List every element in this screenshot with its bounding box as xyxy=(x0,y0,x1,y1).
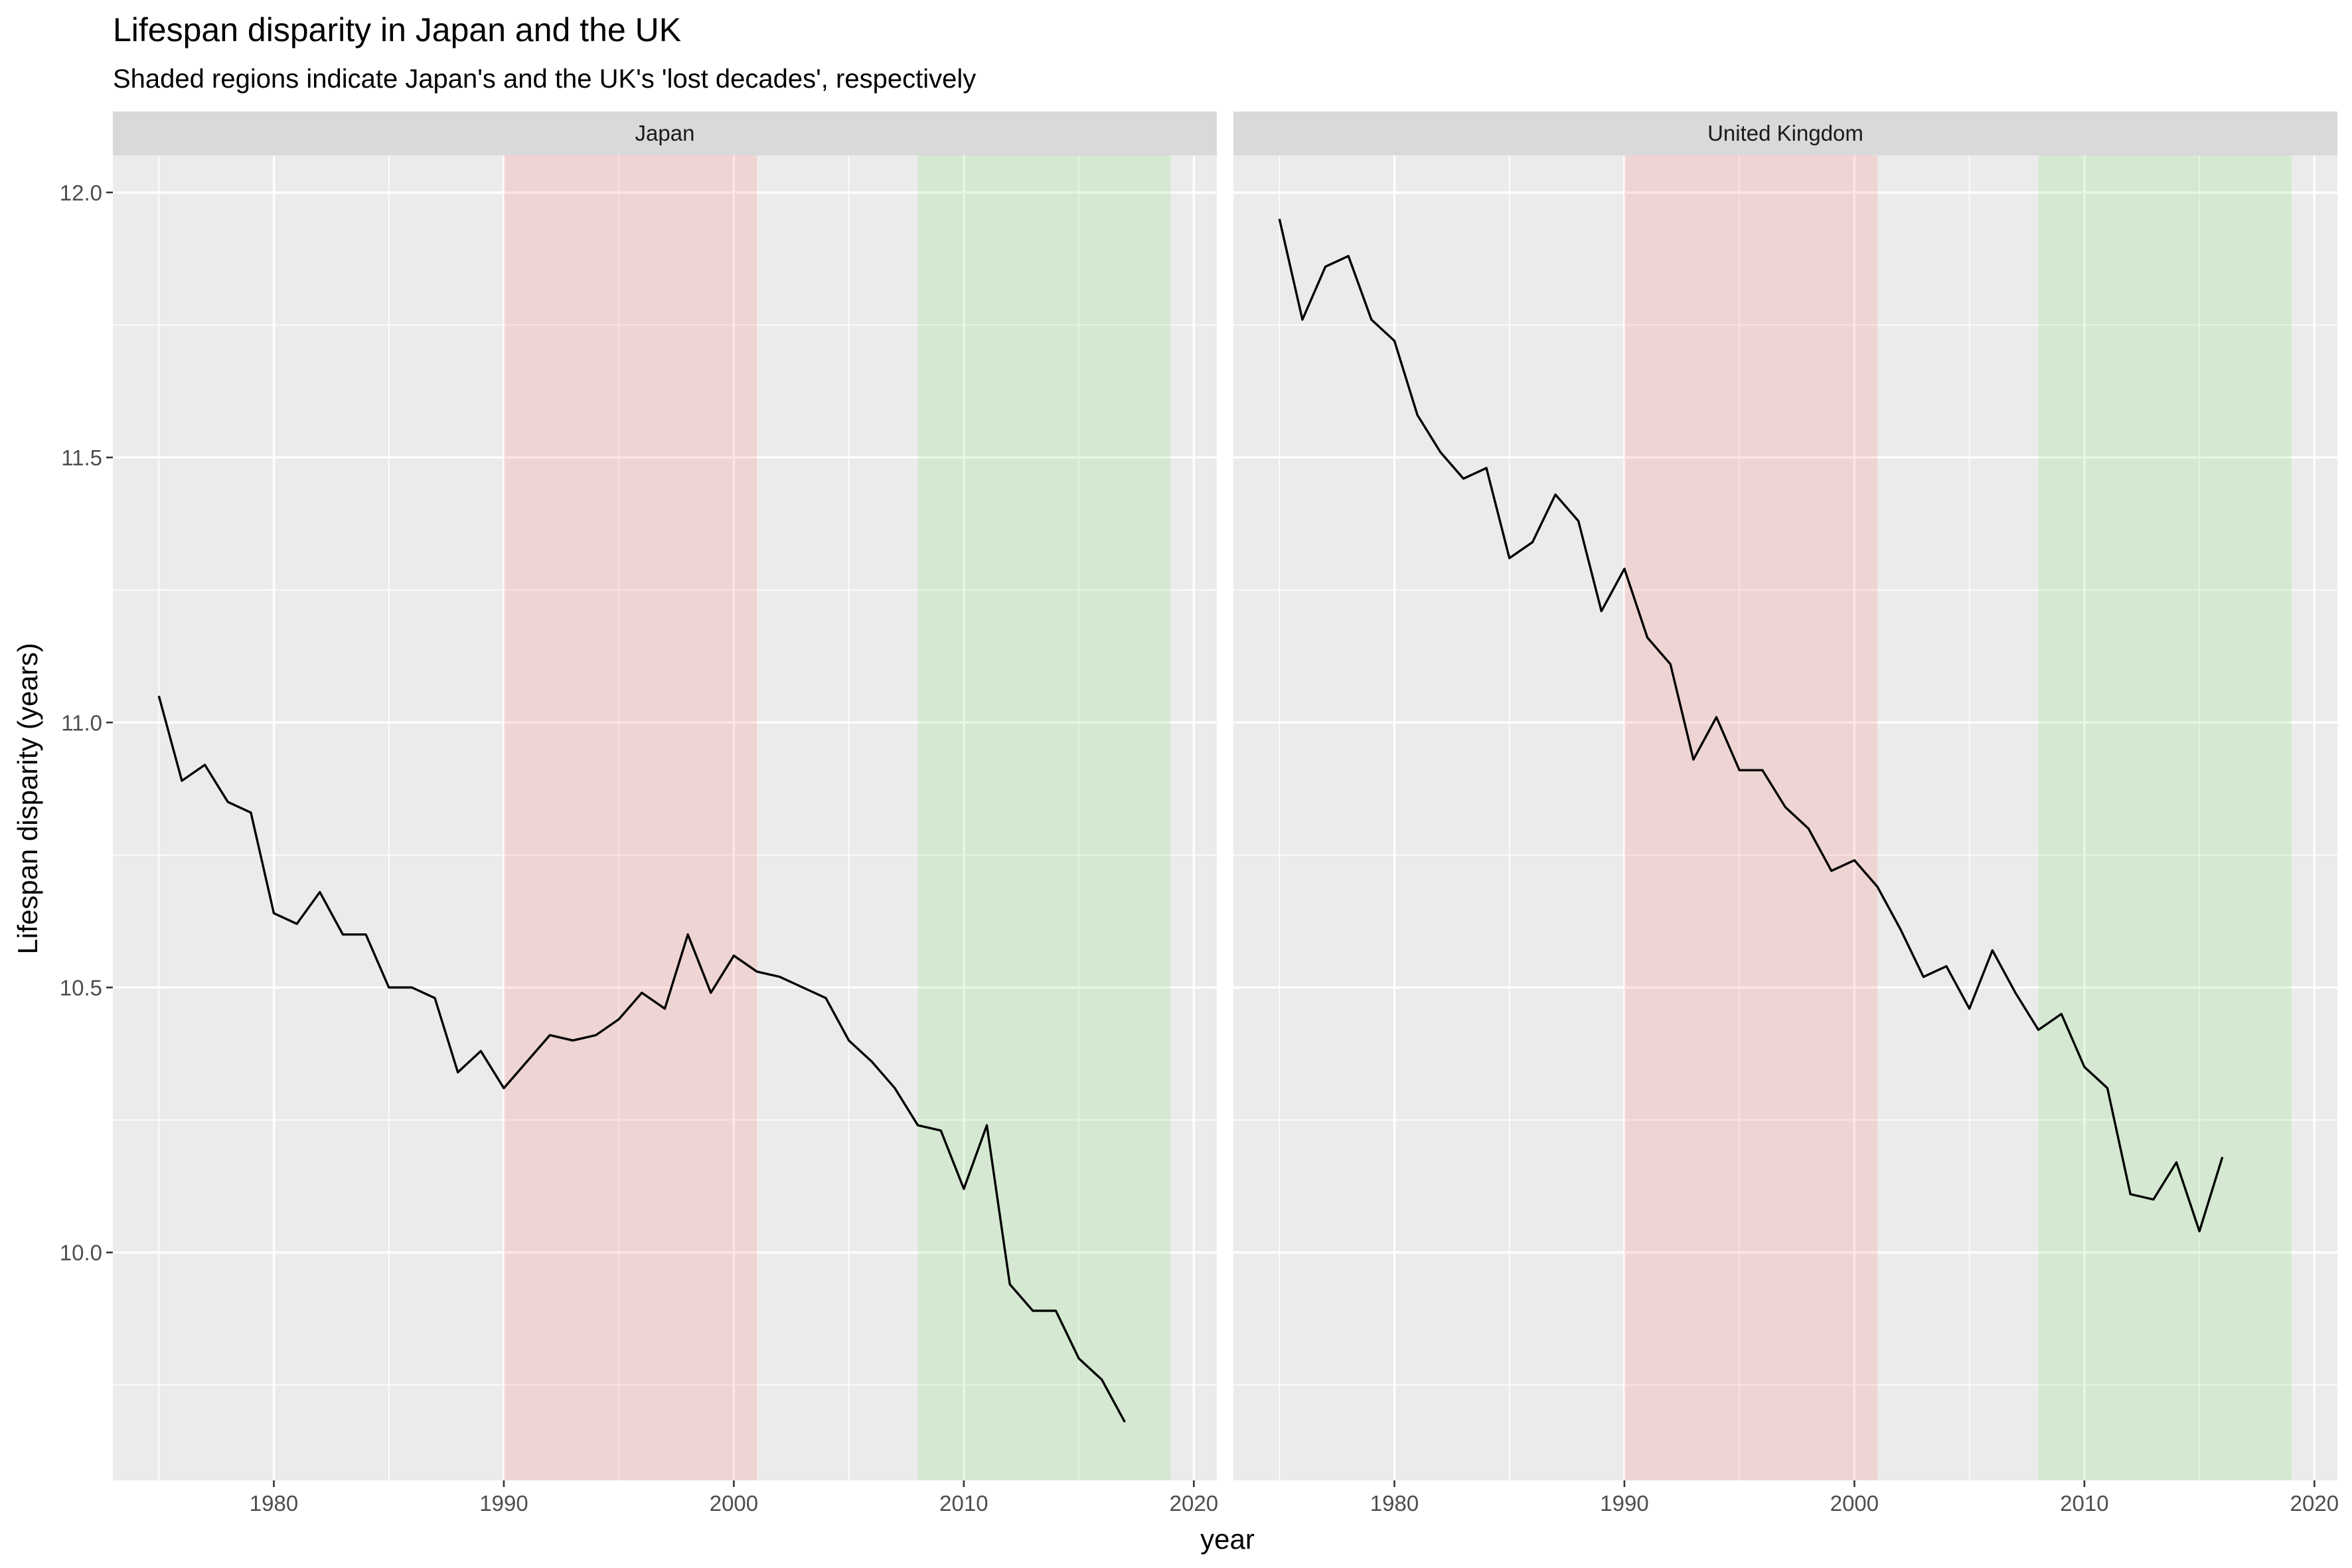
y-tick-label: 11.0 xyxy=(61,710,102,735)
series-line-japan xyxy=(157,695,1126,1423)
x-tick-label: 1990 xyxy=(1600,1491,1648,1516)
series-line-united-kingdom xyxy=(1278,218,2224,1233)
x-tick-label: 2010 xyxy=(939,1491,988,1516)
y-tick-label: 10.0 xyxy=(60,1241,102,1265)
panel-background-japan xyxy=(113,155,1217,1480)
strip-united-kingdom xyxy=(1233,112,2337,155)
x-tick-label: 2000 xyxy=(1830,1491,1879,1516)
y-axis-title: Lifespan disparity (years) xyxy=(12,643,43,954)
shaded-region-2 xyxy=(2038,155,2292,1480)
shaded-region-1 xyxy=(503,155,757,1480)
panel-united-kingdom: United Kingdom 1980 1990 2000 2010 2020 xyxy=(1233,112,2339,1516)
strip-label-japan: Japan xyxy=(635,121,695,145)
x-tick-label: 2020 xyxy=(2290,1491,2339,1516)
x-tick-label: 1980 xyxy=(1370,1491,1419,1516)
x-tick-label: 1980 xyxy=(250,1491,298,1516)
x-axis-title: year xyxy=(1200,1524,1255,1555)
y-tick-label: 12.0 xyxy=(60,181,102,205)
chart-subtitle: Shaded regions indicate Japan's and the … xyxy=(113,64,976,94)
x-tick-label: 2010 xyxy=(2060,1491,2108,1516)
y-axis: 10.0 10.5 11.0 11.5 12.0 xyxy=(60,181,113,1265)
chart-title: Lifespan disparity in Japan and the UK xyxy=(113,11,681,48)
x-tick-label: 2000 xyxy=(710,1491,758,1516)
y-tick-label: 11.5 xyxy=(61,445,102,470)
panel-japan: Japan 1980 1990 2000 2010 2020 xyxy=(113,112,1218,1516)
strip-japan xyxy=(113,112,1217,155)
shaded-region-1 xyxy=(1624,155,1878,1480)
x-tick-label: 1990 xyxy=(479,1491,528,1516)
shaded-region-2 xyxy=(917,155,1171,1480)
y-tick-label: 10.5 xyxy=(60,975,102,1000)
panel-background-united-kingdom xyxy=(1233,155,2337,1480)
facet-panels: Japan 1980 1990 2000 2010 2020 United Kingdom 1… xyxy=(113,112,2339,1516)
x-tick-label: 2020 xyxy=(1170,1491,1218,1516)
strip-label-united-kingdom: United Kingdom xyxy=(1707,121,1863,145)
